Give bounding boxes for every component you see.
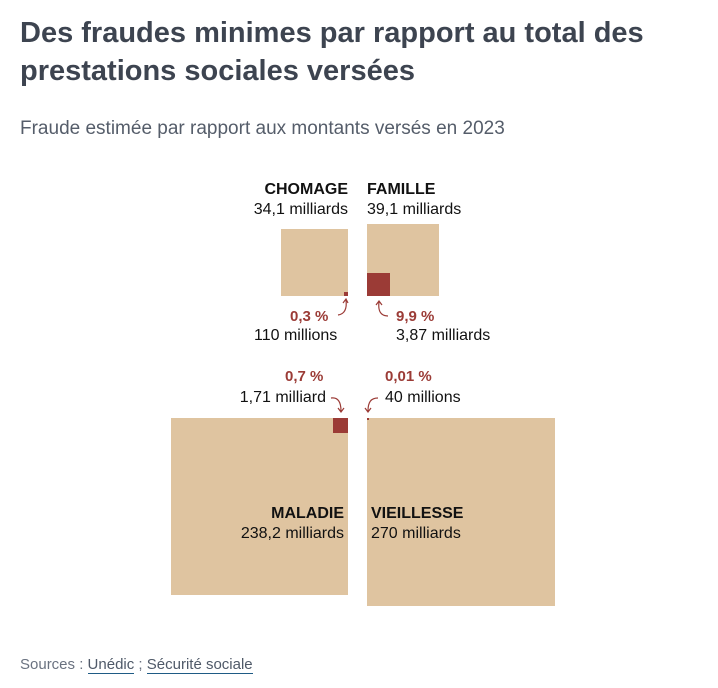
label-vieillesse: VIEILLESSE 270 milliards: [371, 504, 463, 544]
total-maladie: 238,2 milliards: [240, 525, 344, 542]
pct-chomage: 0,3 %: [290, 308, 329, 325]
square-vieillesse-total: [367, 418, 555, 606]
sources-prefix: Sources :: [20, 656, 84, 673]
fraud-maladie: 1,71 milliard: [239, 389, 326, 406]
total-famille: 39,1 milliards: [367, 201, 462, 218]
total-chomage: 34,1 milliards: [253, 201, 348, 218]
square-famille-fraud: [367, 273, 390, 296]
sources-separator: ;: [138, 656, 143, 673]
label-famille: FAMILLE 39,1 milliards: [367, 180, 461, 220]
name-famille: FAMILLE: [367, 181, 436, 198]
fraud-chomage: 110 millions: [254, 327, 338, 344]
arrow-famille-icon: [375, 300, 389, 317]
name-vieillesse: VIEILLESSE: [371, 505, 464, 522]
chart-subtitle: Fraude estimée par rapport aux montants …: [20, 118, 505, 139]
fraud-vieillesse: 40 millions: [385, 389, 461, 406]
fraud-famille: 3,87 milliards: [396, 327, 491, 344]
source-link-unedic[interactable]: Unédic: [87, 656, 135, 674]
arrow-maladie-icon: [330, 397, 345, 413]
label-maladie: MALADIE 238,2 milliards: [241, 504, 344, 544]
total-vieillesse: 270 milliards: [371, 525, 461, 542]
pct-vieillesse: 0,01 %: [385, 368, 432, 385]
pct-famille: 9,9 %: [396, 308, 435, 325]
square-maladie-fraud: [333, 418, 348, 433]
square-vieillesse-fraud: [367, 418, 370, 421]
arrow-chomage-icon: [337, 297, 349, 316]
chart-title: Des fraudes minimes par rapport au total…: [20, 17, 644, 87]
name-maladie: MALADIE: [271, 505, 344, 522]
sources: Sources : Unédic ; Sécurité sociale: [20, 656, 253, 674]
source-link-securite-sociale[interactable]: Sécurité sociale: [146, 656, 253, 674]
label-chomage: CHOMAGE 34,1 milliards: [254, 180, 348, 220]
name-chomage: CHOMAGE: [264, 181, 348, 198]
square-chomage-total: [281, 229, 348, 296]
square-maladie-total: [171, 418, 348, 595]
arrow-vieillesse-icon: [364, 397, 379, 413]
square-chomage-fraud: [344, 292, 348, 296]
pct-maladie: 0,7 %: [285, 368, 324, 385]
